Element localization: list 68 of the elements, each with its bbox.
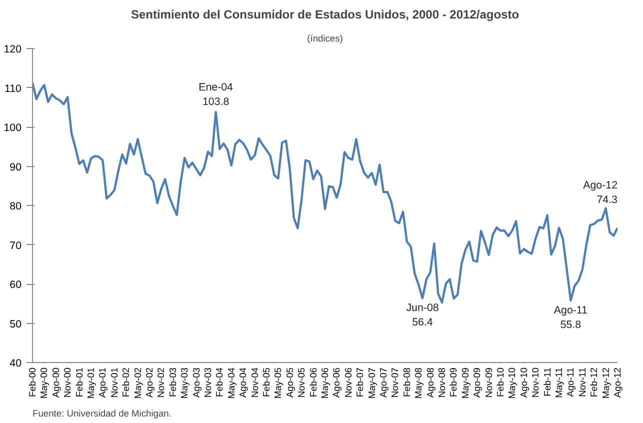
y-tick-label: 70 [10,240,22,252]
line-series [32,82,618,304]
x-tick-label: May-07 [366,367,377,399]
x-tick-label: May-08 [414,367,424,399]
y-tick-label: 50 [10,318,22,330]
x-tick-label: Feb-03 [168,367,178,398]
annotation: Ago-12 74.3 [583,179,618,206]
x-tick-label: Nov-06 [343,367,354,398]
x-tick-label: Ago-03 [191,367,202,398]
x-tick-label: Feb-05 [262,367,272,398]
x-tick-label: May-05 [273,367,284,399]
x-tick-label: Nov-11 [577,367,588,397]
chart-title: Sentimiento del Consumidor de Estados Unidos, 2000 - 2012/agosto [130,8,520,22]
annotation: Ene-04 103.8 [198,82,234,108]
x-tick-label: Nov-04 [250,367,260,398]
annotation: Ago-11 55.8 [554,304,588,331]
x-tick-label: Ago-08 [425,367,436,398]
source-note: Fuente: Universidad de Michigan. [32,408,172,418]
y-tick-label: 110 [4,82,22,95]
x-tick-label: Ago-12 [612,367,622,398]
x-tick-label: Nov-03 [203,367,213,398]
x-tick-label: Feb-01 [74,367,84,398]
x-tick-label: Nov-07 [390,367,400,398]
x-tick-label: Feb-11 [542,367,552,396]
x-tick-label: May-00 [39,367,50,399]
x-tick-label: Nov-02 [156,367,166,398]
x-tick-label: Ago-05 [284,367,295,398]
x-tick-label: Feb-04 [214,367,225,398]
x-tick-label: Nov-00 [62,367,73,398]
x-tick-label: Nov-09 [484,367,494,398]
y-tick-label: 40 [10,358,22,370]
x-tick-label: Nov-08 [437,367,447,398]
x-tick-label: May-12 [600,367,611,399]
x-tick-label: Ago-00 [50,367,61,398]
x-tick-label: Ago-09 [472,367,482,398]
y-tick-label: 80 [10,200,22,212]
x-tick-label: Ago-07 [378,367,388,398]
chart-subtitle: (índices) [307,34,343,44]
y-tick-label: 60 [10,279,22,291]
x-tick-label: Feb-09 [448,367,459,398]
x-tick-label: Ago-06 [332,367,342,398]
x-tick-label: May-04 [226,367,236,399]
x-tick-label: Nov-01 [109,367,120,398]
x-tick-label: May-10 [507,367,518,399]
x-tick-label: May-11 [554,367,564,398]
y-tick-label: 90 [10,161,22,174]
x-tick-label: Ago-02 [144,367,154,398]
x-tick-label: Feb-10 [496,367,506,398]
x-tick-label: Ago-01 [98,367,108,398]
x-tick-label: Feb-00 [28,367,38,398]
x-tick-label: Feb-08 [402,367,412,398]
x-tick-label: May-06 [320,367,330,399]
x-tick-label: Ago-10 [518,367,529,398]
x-tick-label: Feb-12 [589,367,600,398]
x-tick-label: May-09 [460,367,470,399]
annotation: Jun-08 56.4 [406,302,439,329]
x-tick-label: Ago-11 [566,367,576,397]
y-tick-label: 100 [4,122,22,134]
x-tick-label: May-02 [132,367,143,399]
y-tick-label: 120 [4,44,22,56]
x-tick-label: Nov-10 [530,367,541,398]
x-tick-label: Ago-04 [238,367,248,398]
x-tick-label: May-03 [180,367,190,399]
x-tick-label: Feb-06 [308,367,318,398]
x-tick-label: Feb-07 [355,367,366,398]
x-tick-label: Nov-05 [296,367,307,398]
x-tick-label: May-01 [86,367,96,399]
x-tick-label: Feb-02 [121,367,132,398]
